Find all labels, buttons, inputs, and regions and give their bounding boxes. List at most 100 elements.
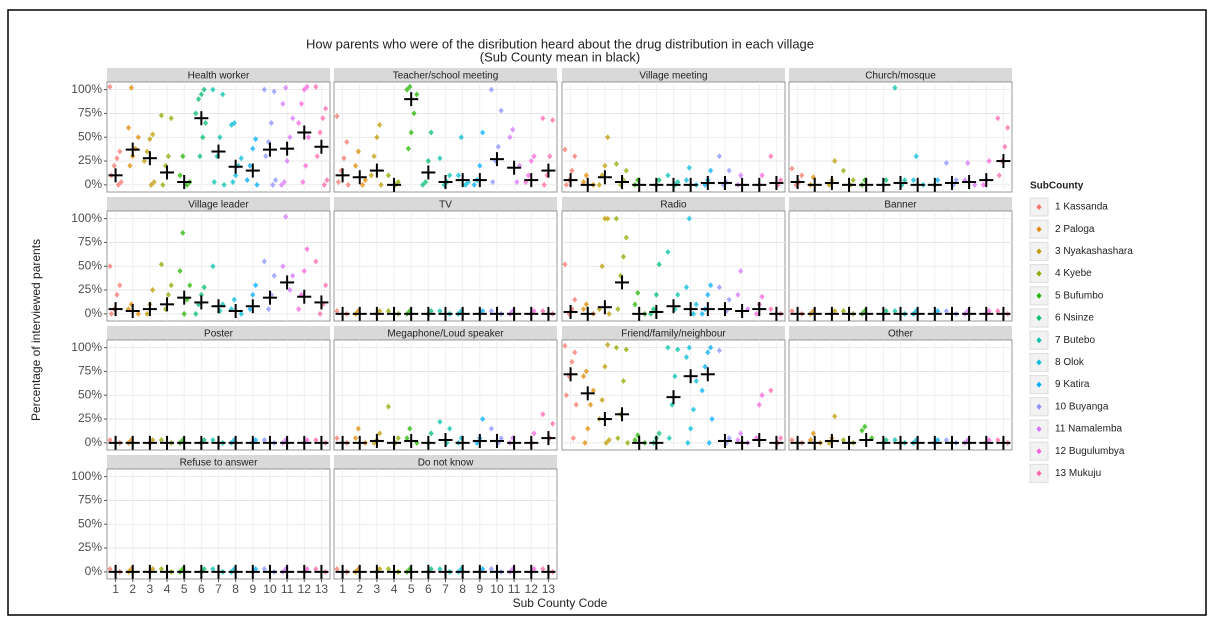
point <box>995 437 1001 443</box>
point <box>437 308 443 314</box>
point <box>570 435 576 442</box>
y-tick-label: 100% <box>71 82 102 96</box>
legend-symbol <box>1036 359 1042 366</box>
point <box>706 439 712 446</box>
mean-cross <box>160 297 175 312</box>
mean-cross <box>369 306 384 321</box>
point <box>507 134 513 141</box>
point <box>883 437 889 443</box>
point <box>602 363 608 370</box>
point <box>495 143 501 150</box>
point <box>244 177 250 184</box>
y-tick-label: 0% <box>85 435 103 449</box>
point <box>563 392 569 399</box>
point <box>187 282 193 289</box>
point <box>335 179 341 185</box>
point <box>247 162 253 169</box>
point <box>313 258 319 265</box>
point <box>759 392 765 399</box>
point <box>550 117 556 124</box>
mean-cross <box>211 144 226 159</box>
point <box>699 387 705 394</box>
mean-cross <box>842 306 857 321</box>
point <box>892 84 898 91</box>
point <box>261 86 267 93</box>
point <box>675 346 681 353</box>
mean-cross <box>280 435 295 450</box>
point <box>150 566 156 572</box>
point <box>324 177 330 184</box>
legend-symbol <box>1036 381 1042 388</box>
strip-label: Village leader <box>188 200 249 211</box>
mean-cross <box>438 564 453 579</box>
point <box>200 134 206 141</box>
mean-cross <box>245 564 260 579</box>
point <box>495 439 501 446</box>
y-tick-label: 100% <box>71 340 102 354</box>
mean-cross <box>472 433 487 448</box>
x-tick-label: 5 <box>181 582 188 596</box>
point <box>540 566 546 572</box>
point <box>158 261 165 268</box>
mean-cross <box>297 564 312 579</box>
mean-cross <box>615 175 630 189</box>
point <box>144 310 150 317</box>
point <box>935 437 941 443</box>
point <box>300 179 306 185</box>
point <box>547 153 553 160</box>
mean-cross <box>438 306 453 321</box>
mean-cross <box>142 302 157 317</box>
x-tick-label: 6 <box>198 582 205 596</box>
point <box>705 349 711 356</box>
point <box>238 155 244 162</box>
point <box>656 261 662 268</box>
point <box>693 301 699 308</box>
mean-cross <box>387 564 402 579</box>
point <box>862 423 868 430</box>
mean-cross <box>615 275 630 290</box>
point <box>151 179 157 185</box>
mean-cross <box>194 111 209 126</box>
mean-cross <box>927 306 942 321</box>
mean-cross <box>369 433 384 448</box>
mean-cross <box>314 295 329 310</box>
point <box>385 308 392 314</box>
point <box>304 246 310 253</box>
point <box>278 181 285 188</box>
mean-cross <box>996 154 1011 169</box>
x-tick-label: 13 <box>542 582 556 596</box>
mean-cross <box>876 177 891 192</box>
x-tick-label: 2 <box>356 582 363 596</box>
point <box>531 153 537 160</box>
point <box>301 86 307 93</box>
legend-label: 7 Butebo <box>1055 335 1095 346</box>
point <box>414 91 420 98</box>
point <box>840 437 847 443</box>
point <box>144 148 150 155</box>
x-tick-label: 6 <box>425 582 432 596</box>
point <box>355 148 361 155</box>
point <box>198 291 204 298</box>
point <box>569 167 575 174</box>
mean-cross <box>108 302 123 317</box>
point <box>271 272 277 279</box>
point <box>572 296 578 303</box>
point <box>528 158 534 165</box>
mean-cross <box>369 163 384 178</box>
mean-cross <box>489 564 504 579</box>
mean-cross <box>262 564 277 579</box>
point <box>768 306 774 313</box>
x-tick-label: 13 <box>315 582 329 596</box>
mean-cross <box>421 564 436 579</box>
point <box>125 124 132 131</box>
strip-label: Radio <box>660 200 687 211</box>
point <box>284 158 290 165</box>
point <box>296 306 302 313</box>
point <box>268 119 274 126</box>
mean-cross <box>262 435 277 450</box>
mean-cross <box>125 564 140 579</box>
mean-cross <box>876 306 891 321</box>
x-tick-label: 5 <box>408 582 415 596</box>
mean-cross <box>666 390 681 405</box>
